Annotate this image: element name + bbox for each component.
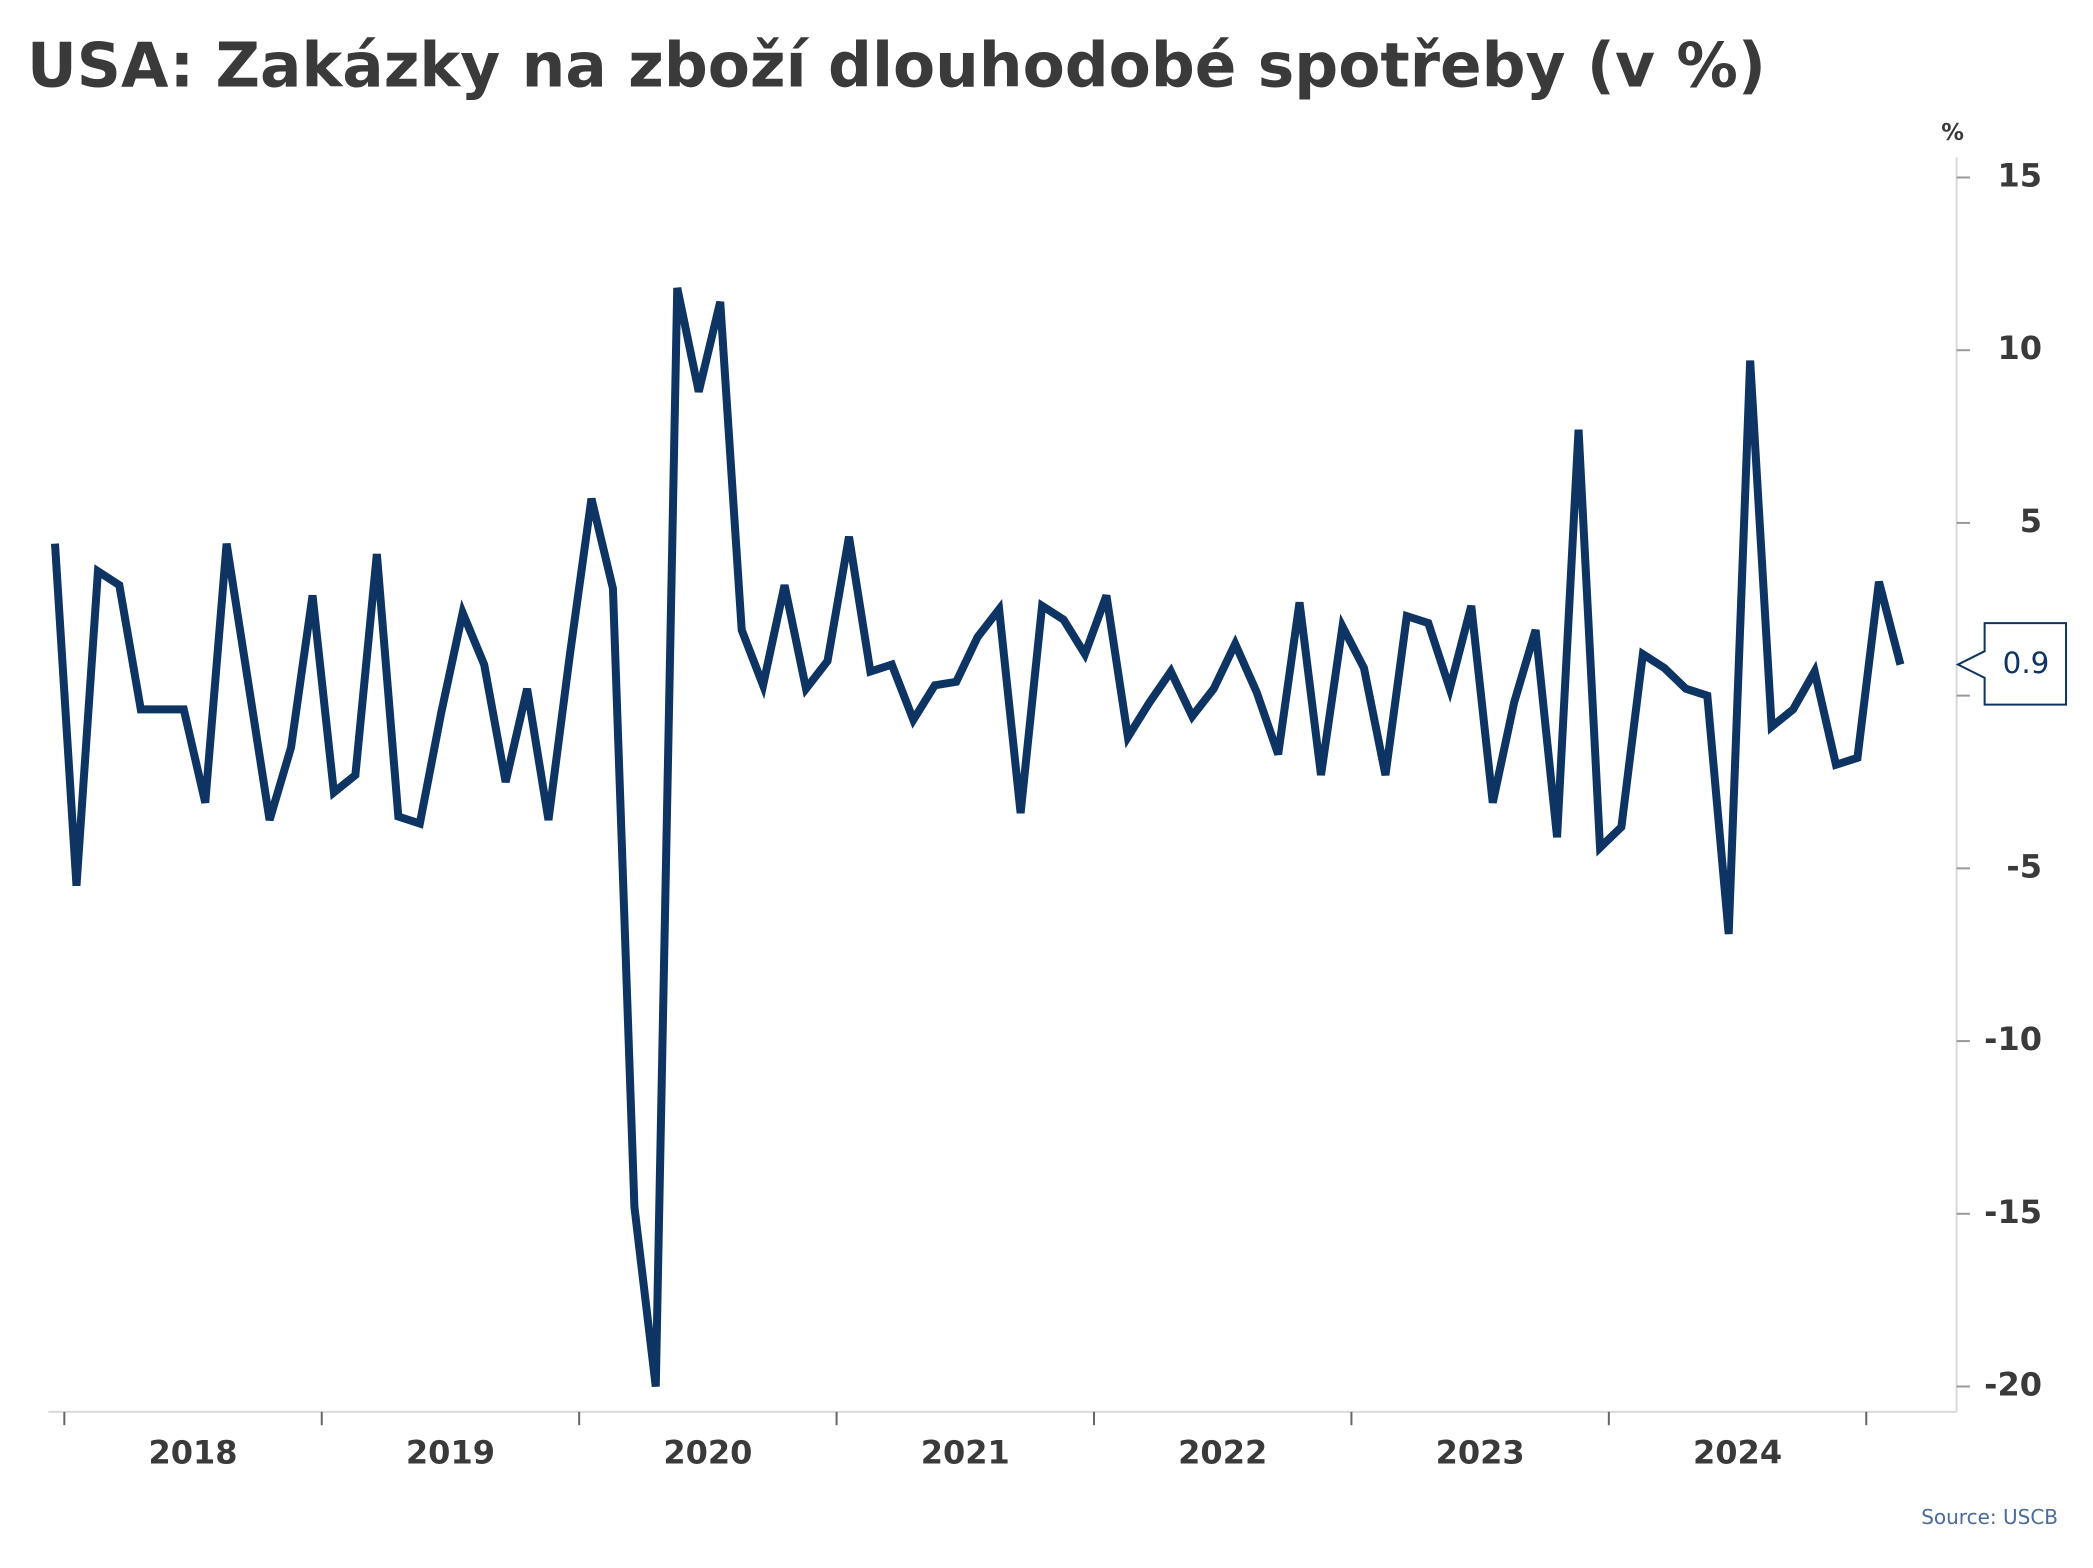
last-value-callout [1955, 622, 2068, 706]
y-tick-label: 10 [1997, 329, 2042, 367]
y-tick-label: 5 [2020, 502, 2042, 540]
y-tick-label: 15 [1997, 156, 2042, 194]
chart-title: USA: Zakázky na zboží dlouhodobé spotřeb… [27, 30, 1766, 101]
x-tick-label: 2020 [663, 1434, 752, 1472]
x-tick-label: 2024 [1693, 1434, 1782, 1472]
x-tick-label: 2022 [1178, 1434, 1267, 1472]
source: Source: USCB [1921, 1505, 2058, 1529]
x-tick-label: 2019 [406, 1434, 495, 1472]
x-tick-label: 2023 [1436, 1434, 1525, 1472]
y-tick-label: -10 [1984, 1020, 2042, 1058]
x-tick-label: 2018 [148, 1434, 237, 1472]
data-line [50, 287, 1905, 1387]
x-tick-label: 2021 [921, 1434, 1010, 1472]
y-tick-label: -5 [2006, 847, 2042, 885]
last-value-label: 0.9 [2003, 646, 2050, 680]
y-tick-label: -15 [1984, 1193, 2042, 1231]
y-tick-label: -20 [1984, 1366, 2042, 1404]
y-unit: % [1941, 120, 1964, 146]
